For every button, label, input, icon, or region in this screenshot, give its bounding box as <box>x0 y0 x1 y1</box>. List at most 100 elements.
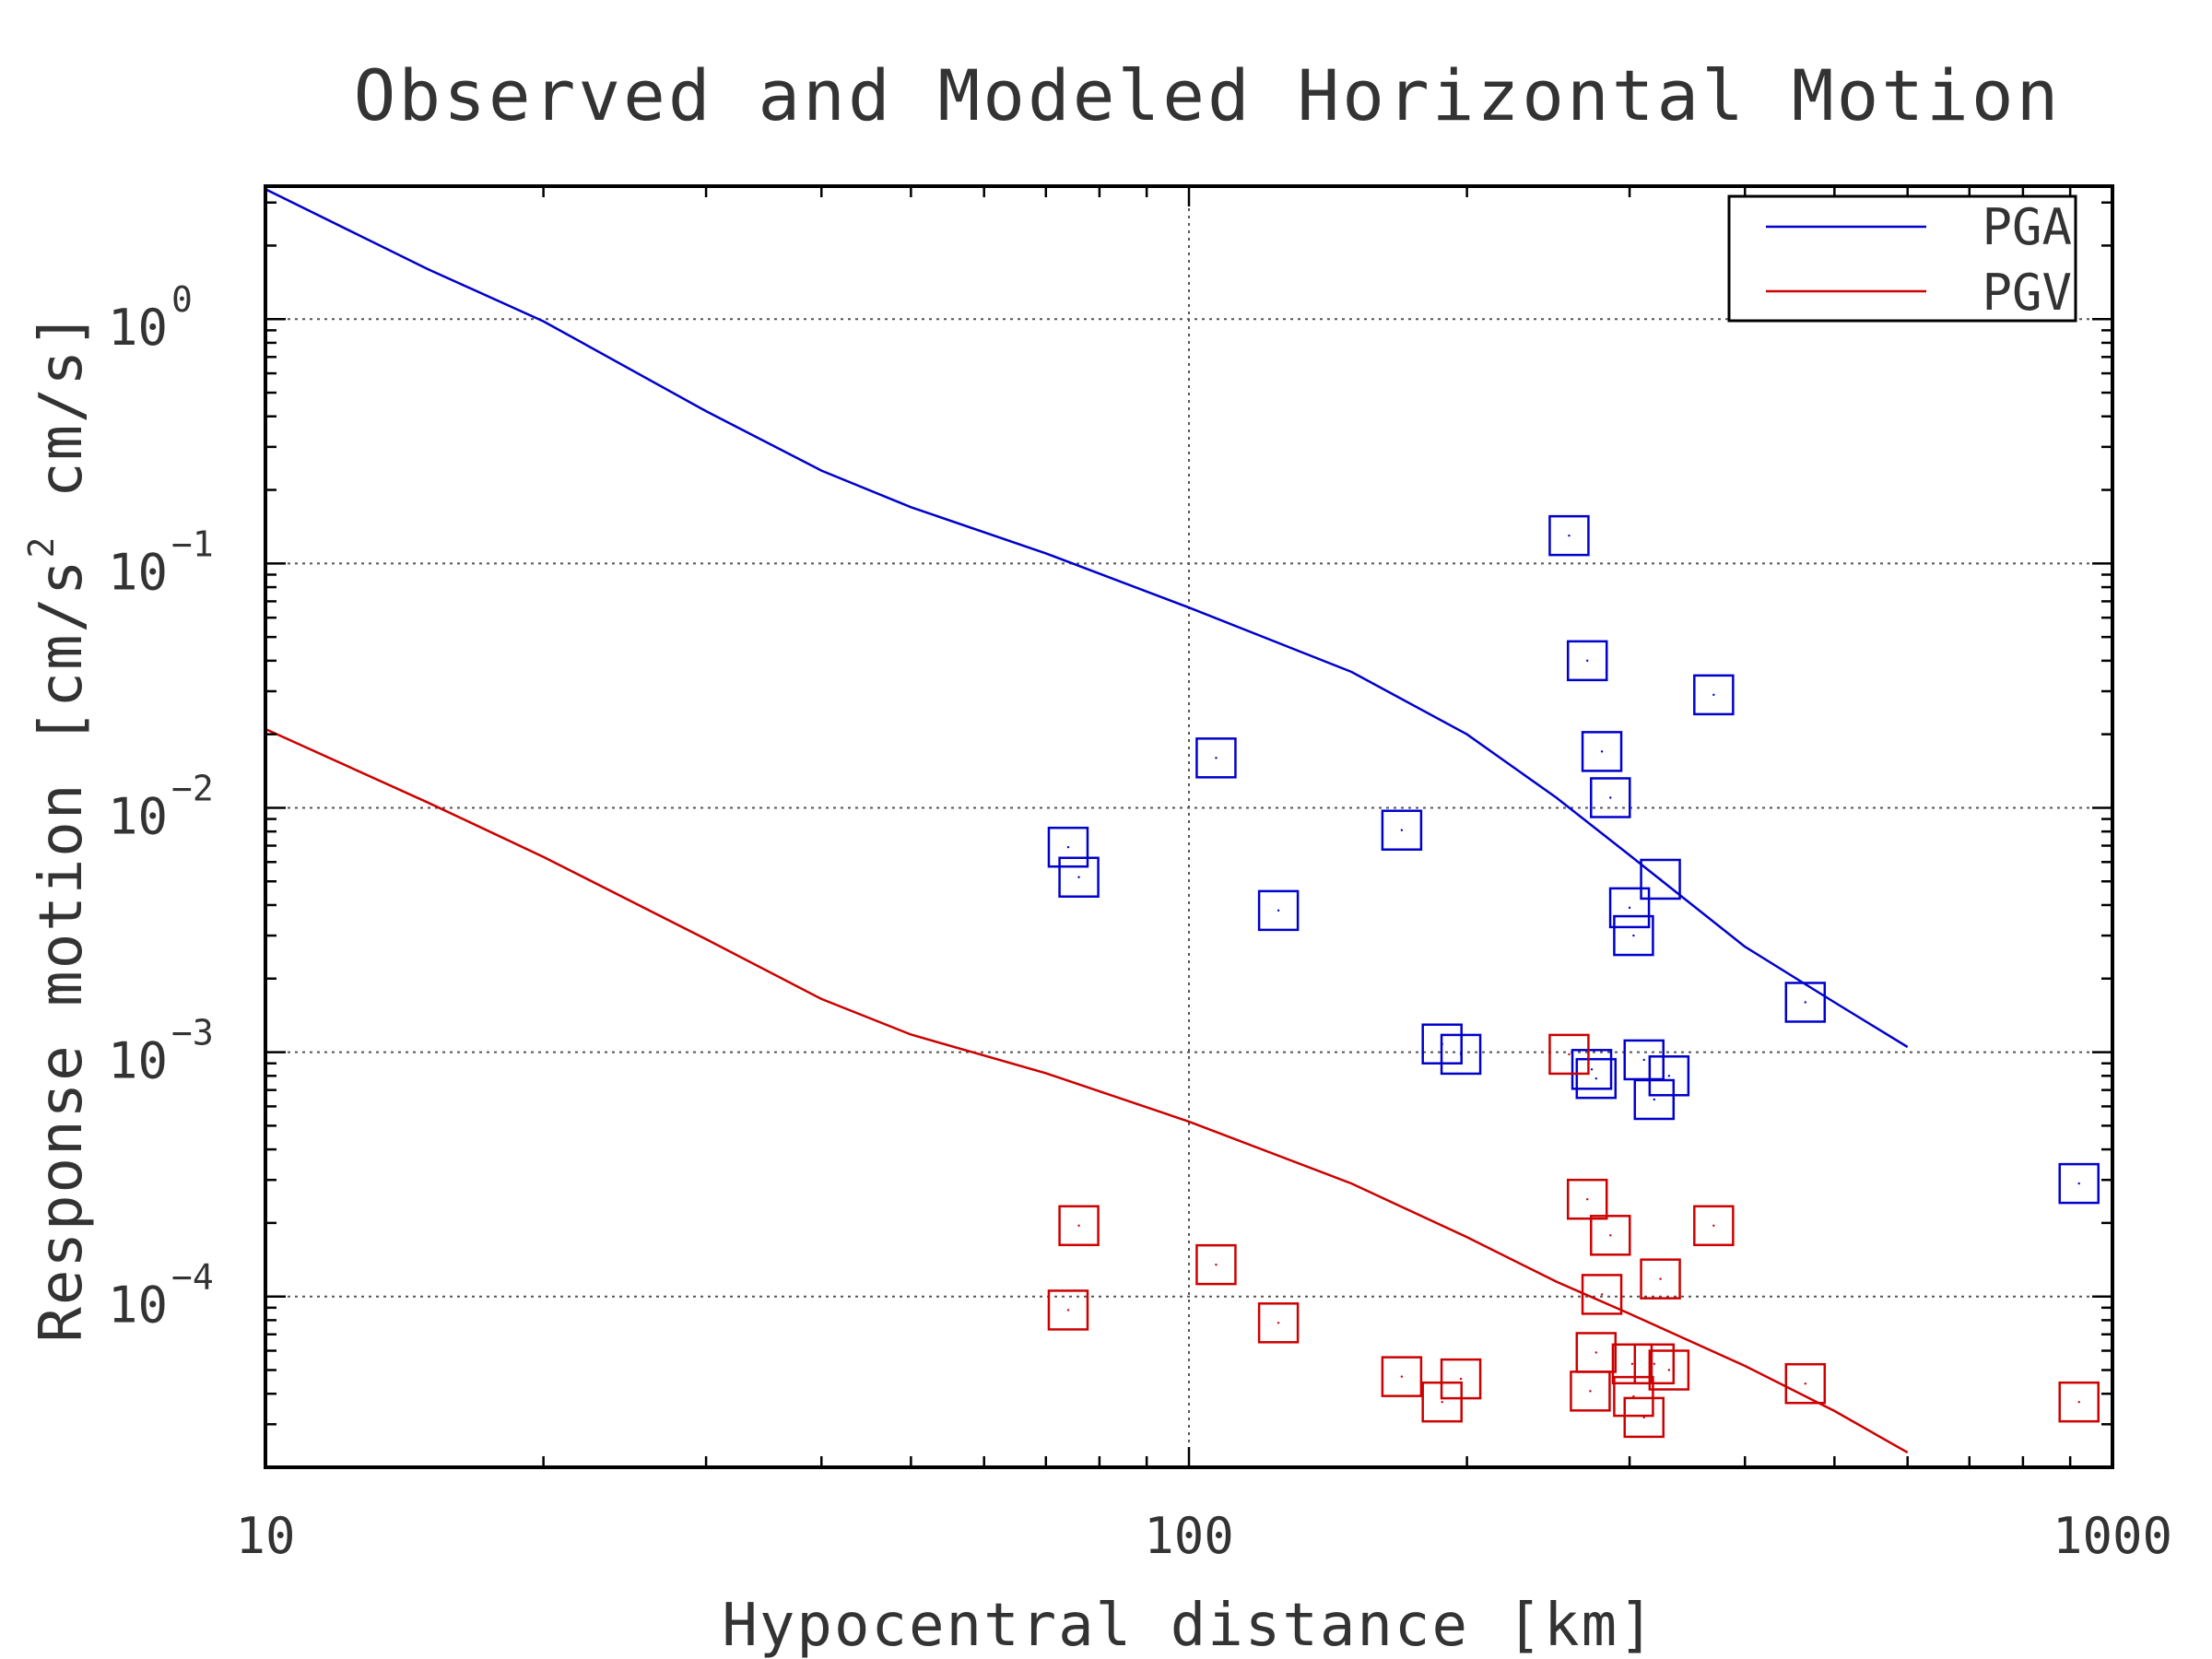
data-point-pga-observed-6 <box>1440 1033 1482 1076</box>
data-point-pgv-observed-8 <box>1566 1178 1608 1220</box>
data-point-center-pga-observed-8 <box>1586 659 1589 663</box>
x-tick-labels: 10 100 1000 <box>235 1507 2172 1565</box>
data-point-pga-observed-1 <box>1058 856 1100 899</box>
x-axis-label: Hypocentral distance [km] <box>722 1592 1655 1659</box>
data-point-pga-observed-10 <box>1575 1057 1618 1100</box>
data-point-center-pga-observed-2 <box>1215 757 1218 759</box>
data-point-pgv-observed-19 <box>1693 1205 1735 1247</box>
series-line-pga <box>265 188 1909 1049</box>
y-axis-label-unit: cm/s] <box>28 311 96 535</box>
legend-box <box>1727 194 2077 323</box>
data-point-pga-observed-13 <box>1608 887 1651 929</box>
data-point-pga-observed-4 <box>1381 809 1423 851</box>
data-point-pga-observed-11 <box>1581 731 1623 772</box>
data-point-center-pga-observed-19 <box>1712 693 1715 697</box>
data-point-center-pgv-observed-2 <box>1215 1263 1218 1266</box>
data-point-pgv-observed-13 <box>1611 1343 1653 1385</box>
data-point-pga-observed-16 <box>1633 1078 1676 1121</box>
data-point-pga-observed-3 <box>1257 889 1300 932</box>
data-point-center-pgv-observed-4 <box>1400 1375 1404 1378</box>
legend: PGA PGV <box>1727 194 2077 323</box>
data-point-center-pga-observed-21 <box>2077 1182 2080 1185</box>
chart-title: Observed and Modeled Horizontal Motion <box>354 54 2062 136</box>
data-point-center-pgv-observed-5 <box>1441 1400 1443 1404</box>
data-point-pgv-observed-3 <box>1257 1302 1300 1344</box>
y-tick-exponent-3: −3 <box>171 1013 214 1053</box>
data-point-center-pgv-observed-3 <box>1277 1322 1280 1324</box>
y-axis-label-main: Response motion [cm/s <box>28 558 96 1342</box>
data-point-center-pga-observed-12 <box>1609 796 1612 799</box>
y-tick-label-4: 10 <box>108 1277 168 1335</box>
y-axis-label-exponent: 2 <box>21 535 62 559</box>
data-point-center-pga-observed-10 <box>1594 1077 1597 1080</box>
legend-label-pgv: PGV <box>1982 264 2072 322</box>
data-point-pgv-observed-17 <box>1640 1258 1681 1300</box>
y-tick-exponent-0: 0 <box>171 279 193 320</box>
minor-ticks <box>264 186 2112 1469</box>
y-tick-label-0: 10 <box>108 299 168 357</box>
data-point-pga-observed-0 <box>1047 826 1089 868</box>
y-tick-exponent-2: −2 <box>171 768 214 808</box>
data-point-center-pgv-observed-6 <box>1459 1377 1463 1381</box>
data-point-pgv-observed-11 <box>1581 1274 1623 1315</box>
data-point-pgv-observed-18 <box>1648 1349 1690 1391</box>
data-point-center-pgv-observed-7 <box>1568 1053 1571 1056</box>
data-point-center-pga-observed-14 <box>1632 934 1635 937</box>
x-tick-label-1: 100 <box>1144 1507 1234 1565</box>
data-point-center-pgv-observed-10 <box>1594 1351 1597 1354</box>
data-point-center-pga-observed-4 <box>1400 829 1404 831</box>
data-point-center-pga-observed-9 <box>1590 1068 1594 1071</box>
data-point-center-pgv-observed-16 <box>1653 1362 1655 1365</box>
data-point-pgv-observed-4 <box>1381 1356 1423 1397</box>
data-point-pgv-observed-2 <box>1195 1243 1237 1286</box>
y-tick-label-2: 10 <box>108 787 168 845</box>
data-point-pga-observed-21 <box>2058 1162 2100 1205</box>
data-point-center-pga-observed-6 <box>1459 1053 1463 1056</box>
data-point-center-pgv-observed-18 <box>1667 1369 1671 1371</box>
data-point-pga-observed-2 <box>1195 737 1237 779</box>
data-point-center-pga-observed-16 <box>1653 1098 1655 1101</box>
data-point-pgv-observed-7 <box>1548 1033 1590 1076</box>
data-point-center-pgv-observed-17 <box>1659 1277 1662 1280</box>
data-point-pgv-observed-15 <box>1623 1396 1665 1439</box>
y-tick-exponent-4: −4 <box>171 1257 214 1298</box>
data-point-pgv-observed-21 <box>2058 1381 2100 1423</box>
data-point-pgv-observed-14 <box>1613 1375 1654 1418</box>
data-point-center-pgv-observed-9 <box>1589 1390 1592 1393</box>
series-line-pgv <box>265 727 1909 1453</box>
data-point-pgv-observed-6 <box>1440 1358 1482 1400</box>
data-point-pga-observed-14 <box>1613 914 1654 957</box>
x-tick-label-2: 1000 <box>2053 1507 2172 1565</box>
data-point-pgv-observed-20 <box>1784 1362 1827 1405</box>
data-point-pga-observed-19 <box>1693 674 1735 716</box>
data-point-pga-observed-9 <box>1571 1049 1613 1090</box>
data-point-center-pgv-observed-19 <box>1712 1224 1715 1228</box>
data-point-pga-observed-12 <box>1590 777 1631 818</box>
data-point-pgv-observed-12 <box>1590 1215 1631 1256</box>
data-point-center-pga-observed-1 <box>1077 876 1080 878</box>
data-point-center-pgv-observed-12 <box>1609 1234 1612 1237</box>
data-point-pga-observed-17 <box>1640 858 1681 900</box>
data-point-center-pgv-observed-11 <box>1600 1293 1604 1296</box>
data-point-center-pga-observed-0 <box>1066 845 1070 849</box>
data-point-center-pgv-observed-0 <box>1066 1309 1070 1312</box>
data-point-center-pga-observed-3 <box>1277 909 1280 912</box>
data-point-center-pga-observed-11 <box>1600 750 1604 753</box>
x-tick-label-0: 10 <box>235 1507 295 1565</box>
data-point-pga-observed-18 <box>1648 1055 1690 1097</box>
data-point-pgv-observed-1 <box>1058 1205 1100 1247</box>
data-point-center-pga-observed-17 <box>1659 877 1662 881</box>
data-point-pga-observed-8 <box>1566 640 1608 682</box>
legend-label-pga: PGA <box>1982 198 2072 256</box>
data-point-center-pga-observed-13 <box>1628 906 1631 910</box>
data-point-center-pgv-observed-21 <box>2077 1400 2080 1404</box>
data-point-pgv-observed-0 <box>1047 1289 1089 1331</box>
y-tick-label-3: 10 <box>108 1032 168 1090</box>
data-point-center-pga-observed-20 <box>1804 1001 1806 1004</box>
data-point-center-pgv-observed-1 <box>1077 1224 1080 1228</box>
data-point-center-pga-observed-7 <box>1568 534 1571 537</box>
data-point-pga-observed-20 <box>1784 982 1827 1023</box>
y-axis-label: Response motion [cm/s2 cm/s] <box>21 311 96 1342</box>
